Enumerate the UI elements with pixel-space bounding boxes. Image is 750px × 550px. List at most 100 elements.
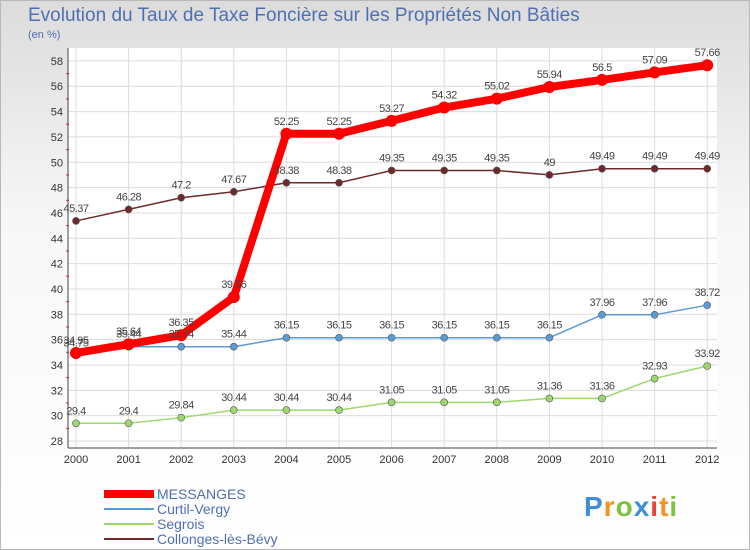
data-point (177, 342, 185, 351)
data-point (703, 362, 712, 370)
data-label: 37.96 (642, 297, 667, 309)
data-label: 35.64 (116, 326, 141, 338)
y-tick-label: 42 (51, 259, 63, 271)
legend-label: Segrois (157, 515, 205, 532)
y-unit-label: (en %) (28, 29, 61, 41)
data-point (333, 127, 345, 140)
data-point (280, 127, 293, 140)
data-label: 29.4 (66, 405, 86, 417)
legend-label: Collonges-lès-Bévy (157, 530, 278, 547)
data-point (492, 166, 501, 175)
data-label: 49.49 (642, 151, 667, 163)
data-label: 30.44 (274, 392, 299, 404)
data-point (492, 398, 501, 407)
data-label: 47.67 (221, 174, 246, 186)
x-tick-label: 2010 (590, 454, 614, 466)
data-point (545, 171, 554, 179)
data-point (282, 178, 291, 187)
data-point (177, 193, 185, 202)
data-label: 36.35 (169, 317, 194, 329)
data-label: 47.2 (171, 180, 191, 192)
logo-letter: x (633, 491, 651, 522)
data-label: 48.38 (326, 165, 351, 177)
x-tick-label: 2007 (432, 454, 456, 466)
data-point (650, 311, 659, 319)
data-label: 55.94 (537, 69, 562, 81)
logo-letter: o (615, 491, 634, 522)
data-label: 35.44 (169, 329, 194, 341)
data-point (335, 178, 343, 187)
data-label: 29.84 (169, 400, 194, 412)
data-label: 32.93 (642, 361, 667, 373)
data-label: 49 (544, 157, 556, 169)
proxiti-logo: Proxiti (584, 491, 678, 523)
data-label: 49.49 (695, 151, 720, 163)
data-label: 36.15 (537, 320, 562, 332)
plot-area (68, 48, 717, 448)
data-label: 52.25 (326, 116, 351, 128)
data-label: 56.5 (592, 62, 612, 74)
data-label: 49.35 (379, 152, 404, 164)
data-point (175, 329, 188, 342)
data-point (650, 374, 659, 383)
y-tick-label: 36 (51, 335, 63, 347)
data-label: 35.44 (116, 329, 141, 341)
data-label: 35.44 (221, 329, 246, 341)
data-point (230, 342, 238, 351)
chart-title: Evolution du Taux de Taxe Foncière sur l… (28, 5, 580, 26)
data-label: 38.72 (695, 287, 720, 299)
data-label: 30.44 (326, 392, 351, 404)
y-tick-label: 30 (51, 411, 63, 423)
logo-letter: P (584, 491, 604, 522)
data-label: 57.09 (642, 54, 667, 66)
data-point (282, 333, 291, 342)
data-label: 30.44 (221, 392, 246, 404)
data-point (227, 291, 240, 304)
data-label: 46.28 (116, 191, 141, 203)
data-label: 31.36 (589, 380, 614, 392)
y-tick-label: 28 (51, 436, 63, 448)
data-label: 49.49 (589, 151, 614, 163)
data-point (72, 217, 80, 225)
data-label: 36.15 (432, 320, 457, 332)
x-tick-label: 2001 (116, 454, 140, 466)
x-tick-label: 2006 (379, 454, 403, 466)
y-tick-label: 52 (51, 132, 63, 144)
data-point (703, 301, 712, 309)
x-tick-label: 2005 (327, 454, 351, 466)
legend-item-messanges[interactable]: MESSANGES (104, 485, 246, 502)
legend-swatch (104, 537, 154, 540)
data-point (543, 81, 556, 94)
data-point (282, 406, 291, 414)
data-point (387, 166, 396, 175)
data-point (440, 333, 449, 342)
data-label: 33.92 (695, 348, 720, 360)
y-tick-label: 40 (51, 284, 63, 296)
data-label: 31.05 (432, 384, 457, 396)
data-label: 36.15 (326, 320, 351, 332)
data-point (701, 59, 714, 72)
data-label: 49.35 (432, 152, 457, 164)
logo-letter: t (659, 491, 670, 522)
y-tick-label: 58 (51, 56, 63, 68)
legend-item-curtil-vergy[interactable]: Curtil-Vergy (104, 500, 231, 517)
data-point (335, 333, 343, 342)
legend-item-collonges-les-bevy[interactable]: Collonges-lès-Bévy (104, 530, 278, 547)
data-label: 37.96 (589, 297, 614, 309)
data-point (335, 406, 343, 414)
data-label: 34.95 (63, 335, 88, 347)
legend-label: Curtil-Vergy (157, 500, 231, 517)
legend-item-segrois[interactable]: Segrois (104, 515, 205, 532)
data-point (648, 66, 661, 79)
y-tick-label: 34 (51, 360, 63, 372)
y-tick-label: 32 (51, 385, 63, 397)
data-point (70, 346, 82, 359)
data-label: 53.27 (379, 103, 404, 115)
data-point (72, 419, 80, 428)
logo-letter: r (603, 491, 616, 522)
data-point (124, 205, 133, 214)
legend-label: MESSANGES (157, 485, 246, 502)
y-tick-label: 46 (51, 208, 63, 220)
